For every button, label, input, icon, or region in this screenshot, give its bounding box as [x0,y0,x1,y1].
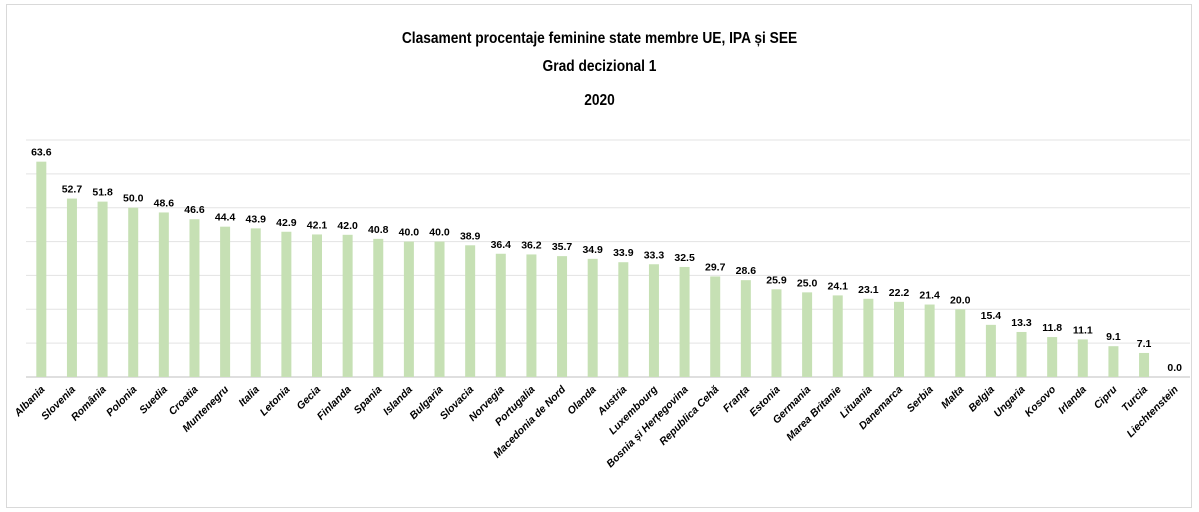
bar [648,264,659,377]
chart-title: Clasament procentaje feminine state memb… [401,30,798,47]
category-tick-label: Suedia [137,384,170,417]
data-label: 29.7 [705,261,726,273]
bar [557,256,568,377]
bar [97,201,108,377]
data-label: 52.7 [62,184,83,196]
bar [434,241,445,377]
category-labels: AlbaniaSloveniaRomâniaPoloniaSuediaCroat… [11,383,1180,470]
data-label: 35.7 [552,241,573,253]
bar [1139,352,1150,377]
data-label: 22.2 [889,287,910,299]
category-tick-label: Spania [352,384,385,417]
bar [495,253,506,377]
bar [1108,346,1119,377]
category-tick-label: Letonia [258,384,293,419]
data-label: 25.0 [797,277,818,289]
bars [36,161,1150,377]
bar [802,292,813,377]
bar [985,324,996,377]
category-tick-label: Cipru [1092,383,1120,411]
bar [312,234,322,377]
data-label: 34.9 [582,244,603,256]
data-label: 40.8 [368,224,389,236]
category-tick-label: Marea Britanie [784,384,844,444]
bar [66,198,77,377]
category-tick-label: Olanda [565,384,599,418]
bar [924,304,935,377]
category-tick-label: Gecia [294,384,323,413]
bar [373,238,384,377]
bar [220,226,231,377]
bar [679,266,690,377]
bar [587,258,598,377]
value-labels: 63.6 52.7 51.8 50.0 48.6 46.6 44.4 43.9 42.9 42.1… [31,147,1182,374]
data-label: 7.1 [1137,338,1152,350]
bar [281,231,292,377]
chart-subtitle: Grad decizional 1 [542,58,657,75]
bar [526,254,537,377]
data-label: 11.8 [1042,322,1062,334]
chart-year: 2020 [584,92,615,109]
gridlines [26,139,1190,378]
data-label: 15.4 [981,310,1002,322]
data-label: 48.6 [154,197,175,209]
data-label: 36.2 [521,239,542,251]
category-tick-label: Polonia [104,384,139,419]
bar [250,228,261,377]
data-label: 33.3 [644,249,665,261]
data-label: 24.1 [828,280,849,292]
bar [1016,331,1027,377]
category-tick-label: Ungaria [992,384,1028,420]
data-label: 63.6 [31,147,52,159]
bar [1077,339,1088,377]
category-tick-label: Finlanda [315,384,354,423]
data-label: 28.6 [736,265,757,277]
category-tick-label: Italia [236,384,262,410]
bar [189,219,200,377]
data-label: 38.9 [460,230,481,242]
data-label: 42.0 [337,220,358,232]
data-label: 40.0 [429,227,450,239]
bar [403,241,414,377]
category-tick-label: Irlanda [1056,384,1089,417]
data-label: 42.9 [276,217,297,229]
data-label: 13.3 [1011,317,1032,329]
bar [128,207,139,377]
bar [832,295,843,377]
data-label: 25.9 [766,274,787,286]
data-label: 44.4 [215,212,236,224]
data-label: 9.1 [1106,331,1121,343]
category-tick-label: Serbia [905,384,936,415]
bar [894,301,904,377]
data-label: 40.0 [399,227,420,239]
bar [955,309,966,377]
category-tick-label: Kosovo [1023,383,1059,419]
data-label: 23.1 [858,284,879,296]
data-label: 42.1 [307,219,328,231]
bar [710,276,721,377]
data-label: 11.1 [1073,324,1093,336]
bar [863,298,874,377]
bar [771,289,782,377]
bar [618,262,629,377]
data-label: 32.5 [674,252,695,264]
bar [1047,337,1058,377]
bar [342,234,353,377]
data-label: 33.9 [613,247,634,259]
bar [740,280,751,377]
data-label: 43.9 [246,213,267,225]
data-label: 50.0 [123,193,144,205]
data-label: 20.0 [950,294,971,306]
bar [36,161,47,377]
chart-area [6,4,1192,508]
data-label: 36.4 [491,239,512,251]
category-tick-label: Malta [939,384,967,412]
bar [465,245,476,377]
data-label: 0.0 [1167,362,1182,374]
data-label: 21.4 [919,290,940,302]
bar [158,212,169,377]
data-label: 51.8 [92,187,113,199]
data-label: 46.6 [184,204,205,216]
